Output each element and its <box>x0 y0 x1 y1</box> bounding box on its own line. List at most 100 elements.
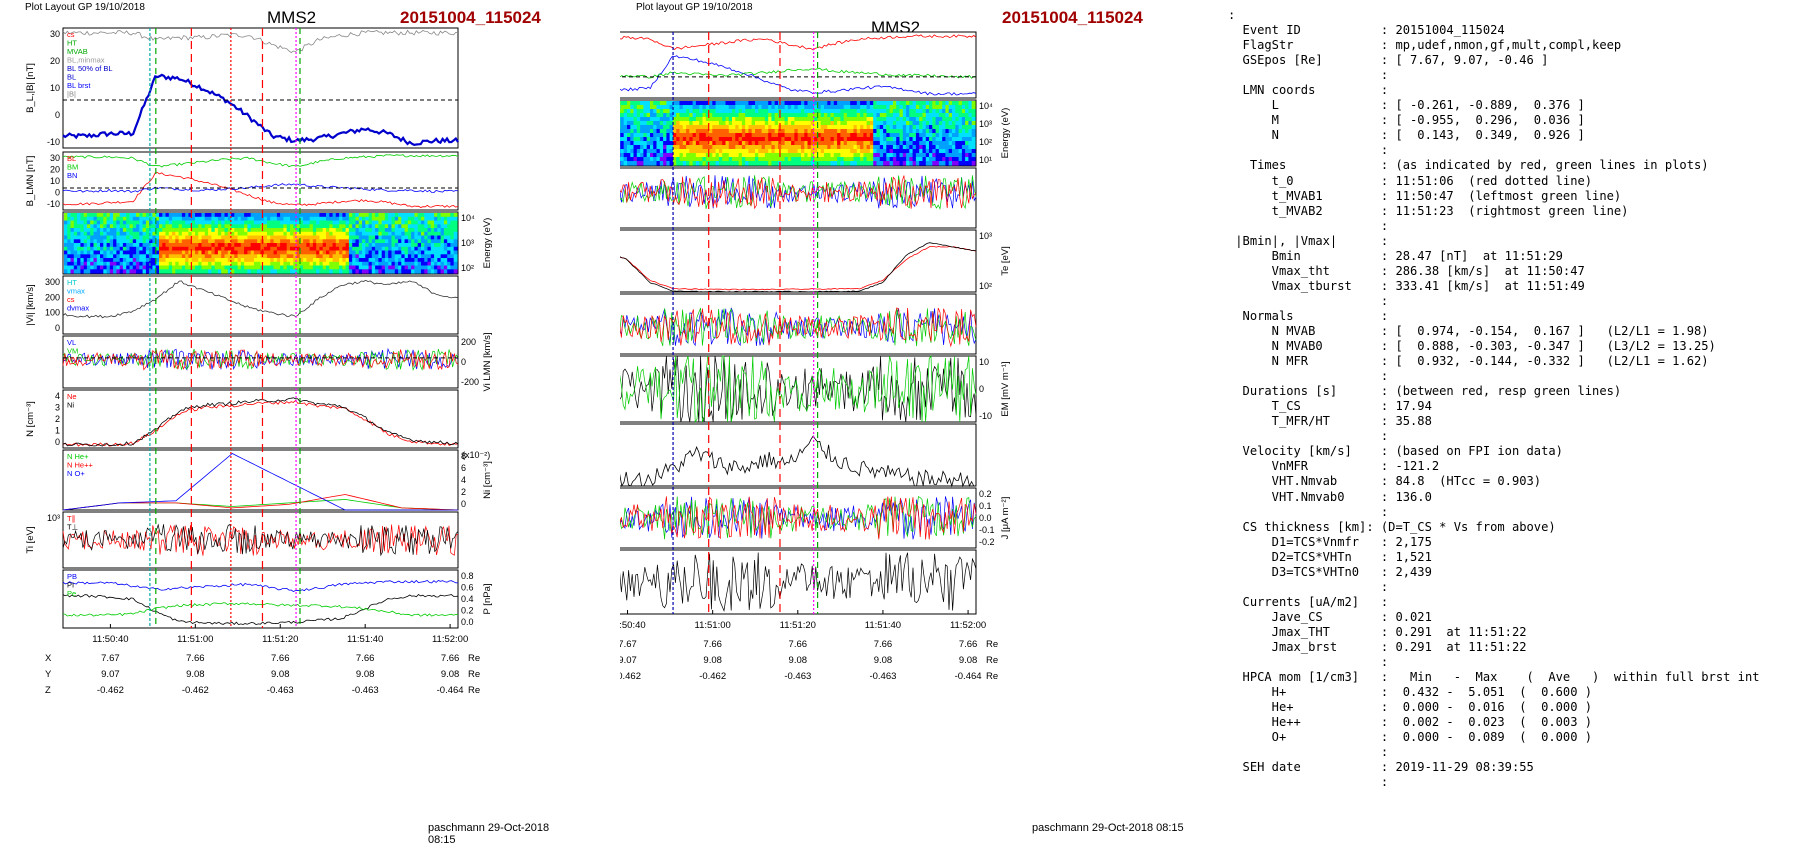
spectrogram-cell <box>263 231 268 237</box>
spectrogram-cell <box>407 239 412 244</box>
spectrogram-cell <box>787 101 792 106</box>
y-axis-label: N [cm⁻³] <box>25 401 36 437</box>
spectrogram-cell <box>411 258 415 263</box>
spectrogram-cell <box>640 129 644 134</box>
spectrogram-cell <box>633 125 638 130</box>
spectrogram-cell <box>273 258 278 263</box>
spectrogram-cell <box>640 105 644 110</box>
spectrogram-cell <box>67 269 72 274</box>
spectrogram-cell <box>139 250 144 255</box>
spectrogram-cell <box>781 149 786 154</box>
spectrogram-cell <box>96 213 101 218</box>
spectrogram-cell <box>434 269 438 274</box>
spectrogram-cell <box>175 224 180 229</box>
spectrogram-cell <box>627 129 631 134</box>
spectrogram-cell <box>430 235 435 240</box>
spectrogram-cell <box>669 157 674 162</box>
spectrogram-cell <box>411 265 415 270</box>
spectrogram-cell <box>394 265 399 270</box>
spectrogram-cell <box>640 161 644 166</box>
spectrogram-cell <box>764 153 769 158</box>
spectrogram-cell <box>640 157 644 162</box>
spectrogram-cell <box>195 235 199 240</box>
spectrogram-cell <box>103 239 108 244</box>
spectrogram-cell <box>401 228 406 233</box>
coord-value: -0.463 <box>869 671 896 682</box>
spectrogram-cell <box>735 145 740 150</box>
spectrogram-cell <box>751 129 756 134</box>
spectrogram-cell <box>83 243 88 248</box>
spectrogram-cell <box>751 117 756 122</box>
spectrogram-cell <box>797 117 802 122</box>
spectrogram-cell <box>787 117 792 122</box>
spectrogram-cell <box>791 121 795 126</box>
spectrogram-cell <box>676 129 681 134</box>
spectrogram-cell <box>178 213 183 218</box>
spectrogram-cell <box>152 216 157 222</box>
spectrogram-cell <box>630 117 635 122</box>
spectrogram-cell <box>93 258 98 263</box>
spectrogram-cell <box>240 235 245 240</box>
spectrogram-cell <box>929 133 933 138</box>
spectrogram-cell <box>316 220 321 225</box>
spectrogram-cell <box>240 250 245 255</box>
spectrogram-cell <box>427 216 432 222</box>
y-axis-label: B_L,|B| [nT] <box>25 63 36 113</box>
spectrogram-cell <box>142 265 147 270</box>
spectrogram-cell <box>326 216 330 222</box>
spectrogram-cell <box>159 213 163 218</box>
spectrogram-cell <box>411 228 415 233</box>
spectrogram-cell <box>715 153 720 158</box>
spectrogram-cell <box>64 265 68 270</box>
spectrogram-cell <box>876 125 881 130</box>
spectrogram-cell <box>384 220 389 225</box>
spectrogram-cell <box>109 228 114 233</box>
spectrogram-cell <box>886 121 891 126</box>
coord-unit: Re <box>468 669 480 680</box>
y-tick-label: 0.2 <box>979 489 992 499</box>
spectrogram-cell <box>417 228 422 233</box>
spectrogram-cell <box>159 231 163 237</box>
spectrogram-cell <box>640 149 644 154</box>
spectrogram-cell <box>159 224 163 229</box>
spectrogram-cell <box>263 265 268 270</box>
spectrogram-cell <box>381 254 386 259</box>
spectrogram-cell <box>263 246 268 252</box>
spectrogram-cell <box>659 117 664 122</box>
spectrogram-cell <box>217 220 222 225</box>
spectrogram-cell <box>846 137 851 142</box>
spectrogram-cell <box>355 231 360 237</box>
spectrogram-cell <box>139 261 144 267</box>
left-plot-column: Plot Layout GP 19/10/2018 MMS2 20151004_… <box>0 0 560 846</box>
spectrogram-cell <box>929 137 933 142</box>
spectrogram-cell <box>636 105 641 110</box>
spectrogram-cell <box>159 216 163 222</box>
info-line: N : [ 0.143, 0.349, 0.926 ] <box>1228 128 1585 143</box>
spectrogram-cell <box>80 269 85 274</box>
spectrogram-cell <box>394 269 399 274</box>
spectrogram-cell <box>283 239 288 244</box>
spectrogram-cell <box>113 224 117 229</box>
spectrogram-cell <box>355 228 360 233</box>
spectrogram-cell <box>404 231 409 237</box>
spectrogram-cell <box>90 228 95 233</box>
spectrogram-cell <box>273 261 278 267</box>
spectrogram-cell <box>699 129 704 134</box>
spectrogram-cell <box>738 109 743 114</box>
panel-frame <box>62 449 459 511</box>
spectrogram-cell <box>820 125 825 130</box>
spectrogram-cell <box>181 220 186 225</box>
spectrogram-cell <box>886 125 891 130</box>
spectrogram-cell <box>945 141 950 146</box>
spectrogram-cell <box>155 235 160 240</box>
spectrogram-cell <box>227 254 232 259</box>
spectrogram-cell <box>945 129 950 134</box>
spectrogram-cell <box>663 129 667 134</box>
spectrogram-cell <box>886 109 891 114</box>
spectrogram-cell <box>250 258 255 263</box>
spectrogram-cell <box>168 213 173 218</box>
spectrogram-cell <box>73 220 78 225</box>
spectrogram-cell <box>145 231 150 237</box>
spectrogram-cell <box>906 161 910 166</box>
spectrogram-cell <box>938 101 943 106</box>
